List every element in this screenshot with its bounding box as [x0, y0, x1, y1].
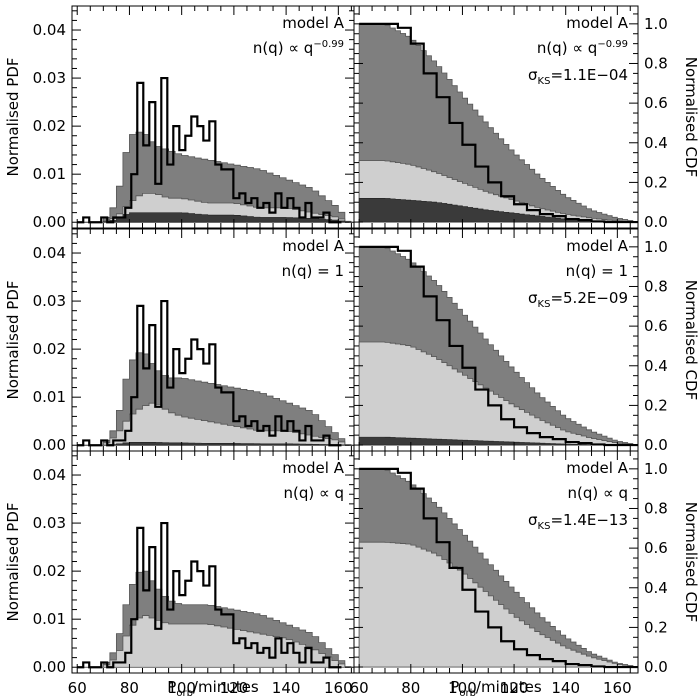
model-label: model A — [566, 14, 628, 32]
y-tick-label: 0.2 — [644, 618, 668, 636]
cdf-panel-0: 0.0 0.2 0.4 0.6 0.8 1.0 model A n(q) ∝ q−0.99 σK… — [353, 5, 700, 231]
x-tick-label: 160 — [324, 679, 353, 697]
plot-area — [358, 467, 638, 669]
pdf-panel-1: 0.00 0.01 0.02 0.03 0.04 model A n(q) = 1 Norma… — [4, 228, 355, 454]
y-tick-label: 0.8 — [644, 54, 668, 72]
y-tick-label: 1.0 — [644, 238, 668, 256]
y-tick-label: 1.0 — [644, 460, 668, 478]
y-tick-label: 0.6 — [644, 539, 668, 557]
pdf-panel-0: 0.00 0.01 0.02 0.03 0.04 model A n(q) ∝ q−0.99… — [4, 5, 355, 231]
y-tick-label: 0.03 — [33, 292, 66, 310]
observed-histogram — [77, 299, 342, 447]
y-axis-title: Normalised PDF — [4, 58, 22, 177]
y-axis-title: Normalised CDF — [682, 502, 700, 622]
y-tick-label: 0.02 — [33, 562, 66, 580]
nq-label: n(q) ∝ q−0.99 — [537, 39, 628, 57]
model-label: model A — [282, 237, 344, 255]
y-tick-label: 0.6 — [644, 94, 668, 112]
y-tick-label: 0.03 — [33, 514, 66, 532]
y-tick-label: 0.00 — [33, 436, 66, 454]
x-tick-label: 60 — [68, 679, 87, 697]
panel-frame — [353, 5, 639, 229]
plot-area — [77, 76, 352, 224]
y-tick-label: 0.0 — [644, 658, 668, 676]
y-tick-label: 0.0 — [644, 213, 668, 231]
y-axis-title: Normalised PDF — [4, 281, 22, 400]
model-label: model A — [566, 459, 628, 477]
cdf-panel-1: 0.0 0.2 0.4 0.6 0.8 1.0 model A n(q) = 1 σKS=5.2… — [353, 228, 700, 454]
y-tick-label: 0.02 — [33, 117, 66, 135]
y-tick-label: 0.02 — [33, 340, 66, 358]
y-axis-title: Normalised PDF — [4, 503, 22, 622]
y-tick-label: 0.03 — [33, 69, 66, 87]
y-tick-label: 0.04 — [33, 244, 66, 262]
y-tick-label: 0.01 — [33, 388, 66, 406]
x-tick-label: 100 — [167, 679, 196, 697]
cdf-panel-2: 0.0 0.2 0.4 0.6 0.8 1.0 model A n(q) ∝ q σKS=1.4… — [350, 450, 700, 699]
observed-histogram — [77, 521, 342, 669]
nq-label: n(q) = 1 — [282, 262, 344, 280]
plot-area — [358, 22, 638, 224]
y-tick-label: 0.4 — [644, 357, 668, 375]
y-tick-label: 0.00 — [33, 658, 66, 676]
observed-histogram — [359, 245, 638, 447]
y-tick-label: 0.04 — [33, 466, 66, 484]
y-tick-label: 0.8 — [644, 277, 668, 295]
x-tick-label: 60 — [350, 679, 369, 697]
light-component-area — [77, 615, 352, 668]
observed-histogram — [359, 22, 638, 224]
plot-area — [77, 299, 352, 447]
x-axis-title: Porb/minutes — [167, 678, 259, 699]
light-component-area — [358, 541, 638, 668]
y-tick-label: 0.0 — [644, 436, 668, 454]
y-tick-label: 0.4 — [644, 579, 668, 597]
y-tick-label: 0.2 — [644, 173, 668, 191]
ks-statistic: σKS=5.2E−09 — [528, 289, 628, 310]
y-tick-label: 0.2 — [644, 396, 668, 414]
x-tick-label: 120 — [500, 679, 529, 697]
y-tick-label: 0.8 — [644, 499, 668, 517]
light-component-area — [358, 341, 638, 446]
observed-histogram — [77, 76, 342, 224]
panel-frame — [353, 450, 639, 674]
y-axis-title: Normalised CDF — [682, 280, 700, 400]
plot-area — [77, 521, 352, 669]
x-tick-label: 140 — [551, 679, 580, 697]
y-tick-label: 0.4 — [644, 134, 668, 152]
plot-area — [358, 245, 638, 447]
observed-histogram — [359, 467, 638, 669]
x-tick-label: 80 — [401, 679, 420, 697]
x-tick-label: 80 — [120, 679, 139, 697]
ks-statistic: σKS=1.4E−13 — [528, 511, 628, 532]
nq-label: n(q) ∝ q — [567, 484, 628, 502]
pdf-panel-2: 0.00 0.01 0.02 0.03 0.04 model A n(q) ∝ q Norma… — [4, 450, 355, 699]
x-tick-label: 160 — [603, 679, 632, 697]
nq-label: n(q) ∝ q — [283, 484, 344, 502]
nq-label: n(q) = 1 — [566, 262, 628, 280]
x-tick-label: 100 — [448, 679, 477, 697]
y-tick-label: 0.01 — [33, 165, 66, 183]
x-tick-label: 120 — [220, 679, 249, 697]
y-axis-title: Normalised CDF — [682, 57, 700, 177]
y-tick-label: 1.0 — [644, 15, 668, 33]
y-tick-label: 0.6 — [644, 317, 668, 335]
x-tick-label: 140 — [272, 679, 301, 697]
y-tick-label: 0.04 — [33, 21, 66, 39]
model-label: model A — [282, 14, 344, 32]
y-tick-label: 0.00 — [33, 213, 66, 231]
model-label: model A — [566, 237, 628, 255]
y-tick-label: 0.01 — [33, 610, 66, 628]
ks-statistic: σKS=1.1E−04 — [528, 66, 628, 87]
x-axis-title: Porb/minutes — [450, 678, 542, 699]
model-label: model A — [282, 459, 344, 477]
nq-label: n(q) ∝ q−0.99 — [253, 39, 344, 57]
